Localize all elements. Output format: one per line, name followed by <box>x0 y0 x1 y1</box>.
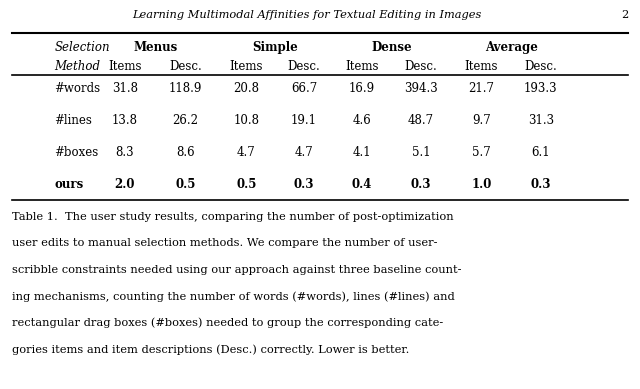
Text: 4.6: 4.6 <box>352 114 371 127</box>
Text: Selection: Selection <box>54 41 110 54</box>
Text: 4.1: 4.1 <box>352 146 371 159</box>
Text: 8.3: 8.3 <box>115 146 134 159</box>
Text: 10.8: 10.8 <box>234 114 259 127</box>
Text: Items: Items <box>345 60 378 73</box>
Text: scribble constraints needed using our approach against three baseline count-: scribble constraints needed using our ap… <box>12 265 461 275</box>
Text: Items: Items <box>465 60 498 73</box>
Text: Items: Items <box>230 60 263 73</box>
Text: 1.0: 1.0 <box>471 178 492 191</box>
Text: 31.3: 31.3 <box>528 114 554 127</box>
Text: 0.3: 0.3 <box>411 178 431 191</box>
Text: 0.3: 0.3 <box>531 178 551 191</box>
Text: ing mechanisms, counting the number of words (#words), lines (#lines) and: ing mechanisms, counting the number of w… <box>12 291 454 302</box>
Text: ours: ours <box>54 178 84 191</box>
Text: 26.2: 26.2 <box>173 114 198 127</box>
Text: Dense: Dense <box>371 41 412 54</box>
Text: Desc.: Desc. <box>524 60 557 73</box>
Text: Desc.: Desc. <box>404 60 438 73</box>
Text: 0.3: 0.3 <box>294 178 314 191</box>
Text: 5.1: 5.1 <box>412 146 431 159</box>
Text: 16.9: 16.9 <box>349 82 374 95</box>
Text: 13.8: 13.8 <box>112 114 138 127</box>
Text: user edits to manual selection methods. We compare the number of user-: user edits to manual selection methods. … <box>12 238 437 249</box>
Text: 0.4: 0.4 <box>351 178 372 191</box>
Text: rectangular drag boxes (#boxes) needed to group the corresponding cate-: rectangular drag boxes (#boxes) needed t… <box>12 318 443 328</box>
Text: Desc.: Desc. <box>287 60 321 73</box>
Text: 31.8: 31.8 <box>112 82 138 95</box>
Text: 394.3: 394.3 <box>404 82 438 95</box>
Text: Method: Method <box>54 60 100 73</box>
Text: Desc.: Desc. <box>169 60 202 73</box>
Text: #boxes: #boxes <box>54 146 99 159</box>
Text: Average: Average <box>484 41 538 54</box>
Text: 19.1: 19.1 <box>291 114 317 127</box>
Text: 66.7: 66.7 <box>291 82 317 95</box>
Text: Table 1.  The user study results, comparing the number of post-optimization: Table 1. The user study results, compari… <box>12 212 453 222</box>
Text: Items: Items <box>108 60 141 73</box>
Text: #lines: #lines <box>54 114 92 127</box>
Text: gories items and item descriptions (Desc.) correctly. Lower is better.: gories items and item descriptions (Desc… <box>12 344 409 355</box>
Text: 9.7: 9.7 <box>472 114 491 127</box>
Text: 8.6: 8.6 <box>176 146 195 159</box>
Text: #words: #words <box>54 82 100 95</box>
Text: 5.7: 5.7 <box>472 146 491 159</box>
Text: 0.5: 0.5 <box>175 178 196 191</box>
Text: 20.8: 20.8 <box>234 82 259 95</box>
Text: 118.9: 118.9 <box>169 82 202 95</box>
Text: 6.1: 6.1 <box>531 146 550 159</box>
Text: Learning Multimodal Affinities for Textual Editing in Images: Learning Multimodal Affinities for Textu… <box>132 10 482 20</box>
Text: Simple: Simple <box>252 41 298 54</box>
Text: Menus: Menus <box>133 41 177 54</box>
Text: 4.7: 4.7 <box>237 146 256 159</box>
Text: 48.7: 48.7 <box>408 114 434 127</box>
Text: 0.5: 0.5 <box>236 178 257 191</box>
Text: 2: 2 <box>621 10 628 20</box>
Text: 193.3: 193.3 <box>524 82 557 95</box>
Text: 4.7: 4.7 <box>294 146 314 159</box>
Text: 21.7: 21.7 <box>468 82 494 95</box>
Text: 2.0: 2.0 <box>115 178 135 191</box>
